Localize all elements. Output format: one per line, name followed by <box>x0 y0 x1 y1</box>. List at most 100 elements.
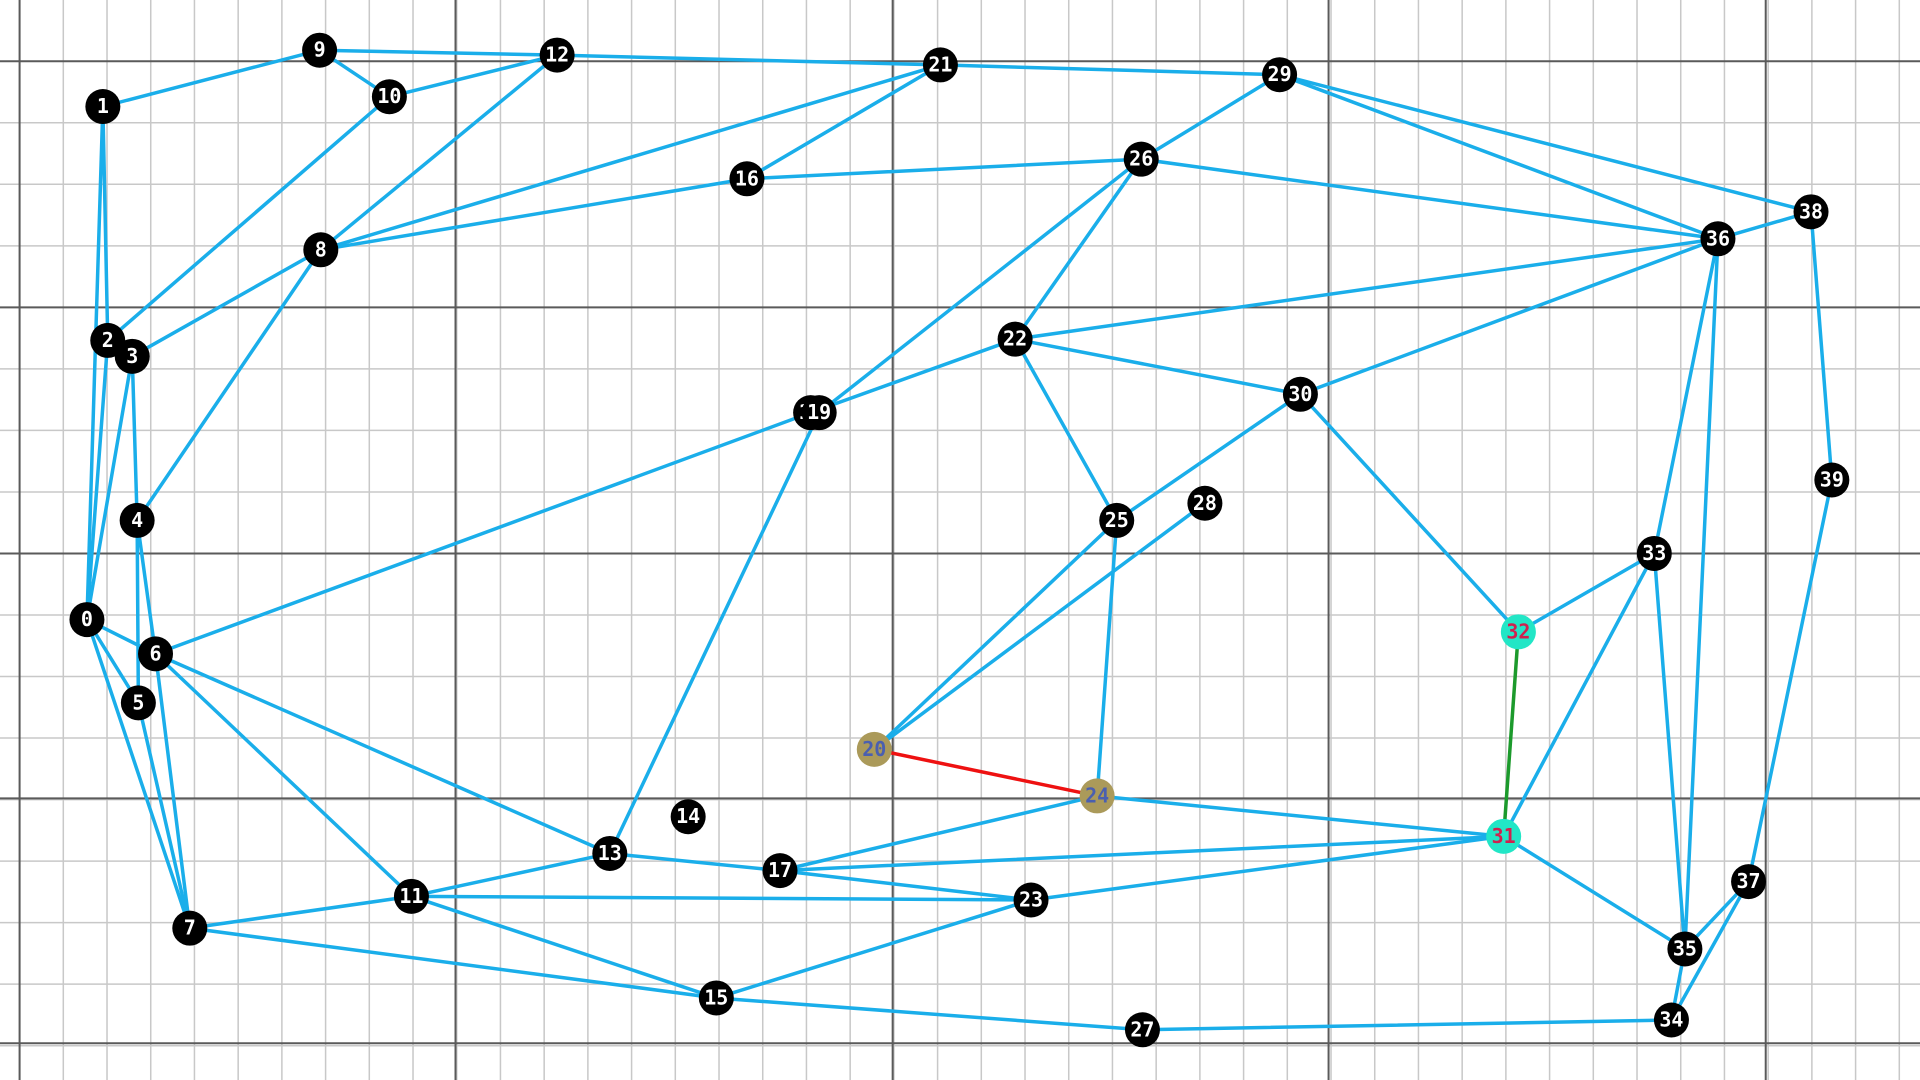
node-label: 4 <box>131 508 143 532</box>
node-label: 34 <box>1659 1008 1683 1032</box>
node-circle <box>1282 376 1318 412</box>
edge-3-4 <box>130 354 139 523</box>
node-label: 16 <box>735 166 759 190</box>
node-circle <box>302 32 338 68</box>
node-14[interactable]: 14 <box>670 799 706 835</box>
edge-29-38 <box>1277 72 1813 214</box>
node-1[interactable]: 1 <box>85 89 121 125</box>
node-circle <box>303 232 339 268</box>
highlight-edge-20-24 <box>872 747 1099 798</box>
node-23[interactable]: 23 <box>1013 882 1049 918</box>
node-31[interactable]: 31 <box>1486 818 1522 854</box>
node-label: 22 <box>1003 327 1027 351</box>
node-12[interactable]: 12 <box>539 37 575 73</box>
node-circle <box>1814 462 1850 498</box>
node-26[interactable]: 26 <box>1123 141 1159 177</box>
edge-11-15 <box>409 894 719 1000</box>
node-label: 13 <box>598 841 622 865</box>
node-28[interactable]: 28 <box>1187 485 1223 521</box>
node-35[interactable]: 35 <box>1667 931 1703 967</box>
node-label: 12 <box>545 43 569 67</box>
node-11[interactable]: 11 <box>393 878 429 914</box>
node-0[interactable]: 0 <box>69 602 105 638</box>
node-27[interactable]: 27 <box>1124 1012 1160 1048</box>
node-4[interactable]: 4 <box>119 502 155 538</box>
edge-8-3 <box>130 248 323 359</box>
node-36[interactable]: 36 <box>1700 221 1736 257</box>
node-label: 5 <box>132 690 144 714</box>
edge-25-30 <box>1114 392 1303 523</box>
node-25[interactable]: 25 <box>1099 502 1135 538</box>
edge-8-4 <box>135 248 323 523</box>
node-label: 10 <box>377 84 401 108</box>
node-label: 36 <box>1706 226 1730 250</box>
edge-24-25 <box>1095 518 1119 798</box>
node-16[interactable]: 16 <box>729 161 765 197</box>
node-21[interactable]: 21 <box>922 47 958 83</box>
node-circle <box>1123 141 1159 177</box>
edge-27-34 <box>1140 1018 1674 1032</box>
node-37[interactable]: 37 <box>1731 864 1767 900</box>
edge-6-18 <box>153 410 813 656</box>
edge-20-28 <box>872 501 1207 752</box>
node-24[interactable]: 24 <box>1079 778 1115 814</box>
edge-3-0 <box>85 354 134 622</box>
node-34[interactable]: 34 <box>1653 1002 1689 1038</box>
node-33[interactable]: 33 <box>1636 535 1672 571</box>
node-label: 17 <box>768 858 792 882</box>
node-32[interactable]: 32 <box>1500 614 1536 650</box>
node-circle <box>1653 1002 1689 1038</box>
node-label: 7 <box>184 916 196 940</box>
node-circle <box>801 395 837 431</box>
node-label: 6 <box>149 641 161 665</box>
edge-8-16 <box>319 177 749 252</box>
edge-13-19 <box>608 410 821 856</box>
node-8[interactable]: 8 <box>303 232 339 268</box>
node-7[interactable]: 7 <box>172 910 208 946</box>
node-label: 29 <box>1268 62 1292 86</box>
edge-17-24 <box>778 794 1099 873</box>
node-5[interactable]: 5 <box>120 685 156 721</box>
edge-20-25 <box>872 518 1119 752</box>
node-label: 24 <box>1085 783 1109 807</box>
edge-31-33 <box>1501 551 1657 839</box>
node-15[interactable]: 15 <box>698 980 734 1016</box>
node-label: 9 <box>314 38 326 62</box>
edge-34-37 <box>1669 879 1751 1022</box>
node-circle <box>119 502 155 538</box>
node-29[interactable]: 29 <box>1262 57 1298 93</box>
node-30[interactable]: 30 <box>1282 376 1318 412</box>
highlight-edge-32-31 <box>1501 630 1521 839</box>
node-label: 3 <box>126 344 138 368</box>
edge-6-13 <box>153 652 612 856</box>
edge-26-19 <box>817 157 1143 415</box>
edge-5-7 <box>136 701 192 930</box>
node-38[interactable]: 38 <box>1793 194 1829 230</box>
node-9[interactable]: 9 <box>302 32 338 68</box>
node-label: 25 <box>1105 508 1129 532</box>
node-39[interactable]: 39 <box>1814 462 1850 498</box>
node-label: 37 <box>1737 869 1761 893</box>
node-label: 28 <box>1193 491 1217 515</box>
node-17[interactable]: 17 <box>762 853 798 889</box>
node-circle <box>539 37 575 73</box>
node-20[interactable]: 20 <box>856 731 892 767</box>
node-label: 2 <box>102 328 114 352</box>
edge-22-30 <box>1013 337 1303 397</box>
edge-0-7 <box>85 617 192 930</box>
node-13[interactable]: 13 <box>592 835 628 871</box>
edge-29-36 <box>1277 72 1720 241</box>
node-22[interactable]: 22 <box>997 321 1033 357</box>
node-19[interactable]: 19 <box>801 395 837 431</box>
node-label: 33 <box>1642 541 1666 565</box>
node-6[interactable]: 6 <box>138 636 174 672</box>
node-3[interactable]: 3 <box>114 338 150 374</box>
edge-33-35 <box>1652 551 1687 951</box>
node-10[interactable]: 10 <box>371 79 407 115</box>
node-label: 35 <box>1673 936 1697 960</box>
edge-31-35 <box>1501 834 1687 951</box>
edge-33-36 <box>1652 237 1720 556</box>
edge-30-32 <box>1298 392 1521 634</box>
node-circle <box>762 853 798 889</box>
node-circle <box>1731 864 1767 900</box>
